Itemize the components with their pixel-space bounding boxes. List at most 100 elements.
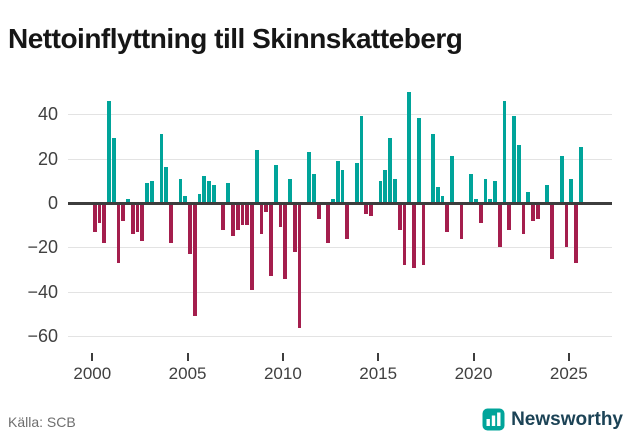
bar-2013-q2	[345, 203, 350, 239]
bar-2020-q2	[478, 203, 483, 224]
bar-2007-q3	[235, 203, 240, 230]
bar-2015-q2	[383, 169, 388, 203]
bar-2001-q1	[111, 138, 116, 203]
bar-2003-q4	[164, 167, 169, 203]
x-axis-label: 2025	[549, 364, 588, 383]
y-axis-label: −40	[27, 281, 58, 302]
bar-2006-q4	[221, 203, 226, 230]
bar-2025-q2	[574, 203, 578, 264]
bar-2020-q4	[488, 198, 493, 203]
bar-2005-q2	[192, 203, 197, 317]
bar-2017-q2	[421, 203, 426, 266]
brand-name: Newsworthy	[511, 408, 623, 430]
gridline	[68, 158, 612, 160]
bar-2025-q3	[578, 147, 583, 203]
bar-2014-q1	[359, 116, 364, 203]
zero-line	[68, 202, 612, 205]
bar-2023-q4	[545, 185, 550, 203]
bar-2015-q4	[393, 178, 397, 203]
x-axis-tick	[186, 353, 189, 361]
bar-chart: 40 20 0 −20 −40 −60 2000 2005 2010 2015 2020 2025	[27, 91, 612, 383]
bar-2020-q3	[483, 178, 488, 203]
bar-2003-q1	[149, 180, 154, 203]
x-axis-tick	[377, 353, 380, 361]
bar-2002-q3	[140, 203, 145, 241]
x-axis-tick	[567, 353, 570, 361]
x-axis-label: 2020	[454, 364, 493, 383]
y-axis-label: 20	[37, 148, 58, 169]
source-label: Källa: SCB	[8, 414, 76, 430]
bar-2002-q1	[130, 203, 135, 235]
bar-2013-q1	[340, 169, 345, 203]
gridline	[68, 247, 612, 249]
bar-2008-q2	[250, 203, 254, 290]
bar-2009-q4	[278, 203, 283, 228]
bar-2023-q1	[531, 203, 535, 221]
bar-2020-q1	[474, 198, 478, 203]
bar-2006-q2	[211, 185, 216, 203]
y-axis-label: −20	[27, 237, 58, 258]
bar-2004-q4	[183, 196, 188, 203]
bar-2016-q4	[412, 203, 416, 268]
bar-2005-q1	[188, 203, 192, 255]
bar-2013-q4	[354, 162, 359, 203]
bar-2024-q1	[550, 203, 554, 259]
bar-2002-q4	[145, 182, 149, 203]
bar-2015-q1	[378, 180, 383, 203]
bar-2018-q4	[450, 156, 454, 203]
x-axis-tick	[472, 353, 475, 361]
newsworthy-logo[interactable]: Newsworthy	[482, 408, 623, 431]
bar-2023-q2	[535, 203, 540, 219]
bar-2016-q3	[407, 91, 412, 203]
x-axis-tick	[91, 353, 94, 361]
bar-2004-q1	[169, 203, 173, 244]
bar-2014-q3	[369, 203, 373, 217]
bar-2009-q1	[264, 203, 269, 212]
bar-2001-q4	[126, 198, 130, 203]
bar-2008-q4	[259, 203, 264, 235]
bar-2018-q3	[445, 203, 450, 232]
bar-2010-q1	[283, 203, 288, 279]
y-axis-label: −60	[27, 326, 58, 347]
x-axis-label: 2010	[263, 364, 302, 383]
bar-2009-q2	[269, 203, 273, 277]
bar-2018-q2	[440, 196, 445, 203]
bar-2016-q1	[397, 203, 402, 230]
bar-2024-q3	[559, 156, 564, 203]
bar-2021-q3	[502, 100, 507, 203]
x-axis-label: 2005	[168, 364, 207, 383]
bar-2012-q4	[335, 160, 340, 203]
bar-2010-q4	[297, 203, 302, 328]
bar-2011-q3	[311, 174, 316, 203]
gridline	[68, 291, 612, 293]
bar-2014-q2	[364, 203, 369, 215]
bar-2015-q3	[388, 138, 392, 203]
bar-2012-q2	[326, 203, 331, 244]
bar-2016-q2	[402, 203, 407, 266]
x-axis-tick	[281, 353, 284, 361]
bar-2005-q3	[197, 194, 202, 203]
bar-2010-q2	[288, 178, 292, 203]
bar-2011-q4	[316, 203, 321, 219]
bar-2017-q4	[431, 134, 435, 203]
bar-2000-q4	[107, 100, 111, 203]
bar-2018-q1	[435, 187, 440, 203]
chart-footer: Källa: SCB Newsworthy	[0, 406, 631, 439]
bar-2000-q1	[92, 203, 97, 232]
x-axis-label: 2000	[73, 364, 112, 383]
bar-2021-q1	[493, 180, 497, 203]
bar-2004-q3	[178, 178, 183, 203]
bar-2008-q1	[245, 203, 250, 226]
bar-chart-icon	[482, 408, 505, 431]
bar-2007-q1	[226, 182, 230, 203]
bar-2008-q3	[254, 149, 259, 203]
bar-2011-q2	[307, 151, 311, 203]
page-title: Nettoinflyttning till Skinnskatteberg	[8, 22, 463, 54]
bar-2001-q3	[121, 203, 126, 221]
bar-2021-q4	[507, 203, 512, 230]
bar-2022-q4	[526, 191, 531, 203]
bar-2006-q1	[207, 180, 211, 203]
bar-2012-q3	[331, 198, 335, 203]
bar-2005-q4	[202, 176, 207, 203]
